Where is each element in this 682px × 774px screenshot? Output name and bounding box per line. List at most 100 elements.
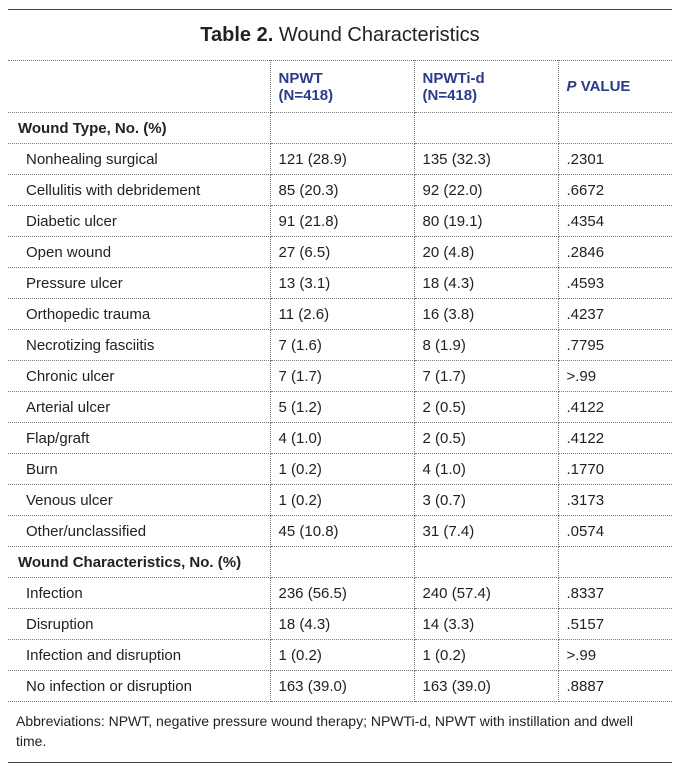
section-row: Wound Characteristics, No. (%): [8, 546, 672, 578]
cell: .5157: [558, 608, 672, 640]
cell: 1 (0.2): [414, 639, 559, 671]
row-label: Arterial ulcer: [8, 391, 271, 423]
data-row: Disruption 18 (4.3) 14 (3.3) .5157: [8, 608, 672, 640]
empty-cell: [270, 112, 415, 144]
table: NPWT (N=418) NPWTi-d (N=418) P VALUE Wound…: [8, 60, 672, 702]
cell: .4237: [558, 298, 672, 330]
header-cell: [8, 60, 271, 113]
title-text: Wound Characteristics: [278, 24, 480, 46]
row-label: Pressure ulcer: [8, 267, 271, 299]
data-row: Diabetic ulcer 91 (21.8) 80 (19.1) .4354: [8, 205, 672, 237]
data-row: Venous ulcer 1 (0.2) 3 (0.7) .3173: [8, 484, 672, 516]
cell: 85 (20.3): [270, 174, 415, 206]
cell: 7 (1.6): [270, 329, 415, 361]
row-label: Cellulitis with debridement: [8, 174, 271, 206]
cell: .8887: [558, 670, 672, 702]
cell: 8 (1.9): [414, 329, 559, 361]
data-row: Open wound 27 (6.5) 20 (4.8) .2846: [8, 236, 672, 268]
cell: 80 (19.1): [414, 205, 559, 237]
row-label: Disruption: [8, 608, 271, 640]
data-row: Cellulitis with debridement 85 (20.3) 92 (…: [8, 174, 672, 206]
data-row: Necrotizing fasciitis 7 (1.6) 8 (1.9) .7795: [8, 329, 672, 361]
empty-cell: [558, 546, 672, 578]
data-row: Orthopedic trauma 11 (2.6) 16 (3.8) .4237: [8, 298, 672, 330]
section-title: Wound Characteristics, No. (%): [8, 546, 271, 578]
cell: 45 (10.8): [270, 515, 415, 547]
cell: 2 (0.5): [414, 391, 559, 423]
cell: 163 (39.0): [414, 670, 559, 702]
cell: .7795: [558, 329, 672, 361]
cell: .2846: [558, 236, 672, 268]
data-row: Chronic ulcer 7 (1.7) 7 (1.7) >.99: [8, 360, 672, 392]
row-label: Diabetic ulcer: [8, 205, 271, 237]
row-label: Nonhealing surgical: [8, 143, 271, 175]
header-cell: NPWTi-d (N=418): [414, 60, 559, 113]
cell: 27 (6.5): [270, 236, 415, 268]
footnote: Abbreviations: NPWT, negative pressure w…: [16, 713, 634, 749]
empty-cell: [558, 112, 672, 144]
row-label: Open wound: [8, 236, 271, 268]
cell: 4 (1.0): [270, 422, 415, 454]
data-row: Flap/graft 4 (1.0) 2 (0.5) .4122: [8, 422, 672, 454]
cell: 91 (21.8): [270, 205, 415, 237]
cell: .3173: [558, 484, 672, 516]
cell: 11 (2.6): [270, 298, 415, 330]
table-body: Wound Type, No. (%) Nonhealing surgical 12…: [8, 112, 672, 702]
cell: .6672: [558, 174, 672, 206]
cell: 4 (1.0): [414, 453, 559, 485]
cell: 20 (4.8): [414, 236, 559, 268]
empty-cell: [270, 546, 415, 578]
row-label: No infection or disruption: [8, 670, 271, 702]
data-row: Nonhealing surgical 121 (28.9) 135 (32.3).…: [8, 143, 672, 175]
row-label: Orthopedic trauma: [8, 298, 271, 330]
data-row: Other/unclassified 45 (10.8) 31 (7.4) .0574: [8, 515, 672, 547]
row-label: Infection and disruption: [8, 639, 271, 671]
header-cell: P VALUE: [558, 60, 672, 113]
data-row: Burn 1 (0.2) 4 (1.0) .1770: [8, 453, 672, 485]
section-title: Wound Type, No. (%): [8, 112, 271, 144]
cell: 240 (57.4): [414, 577, 559, 609]
cell: 18 (4.3): [270, 608, 415, 640]
row-label: Other/unclassified: [8, 515, 271, 547]
empty-cell: [414, 546, 559, 578]
row-label: Chronic ulcer: [8, 360, 271, 392]
cell: 2 (0.5): [414, 422, 559, 454]
cell: 31 (7.4): [414, 515, 559, 547]
cell: 163 (39.0): [270, 670, 415, 702]
data-row: No infection or disruption 163 (39.0) 163 …: [8, 670, 672, 702]
cell: .4354: [558, 205, 672, 237]
header-text: NPWT: [278, 69, 323, 87]
data-row: Infection 236 (56.5) 240 (57.4) .8337: [8, 577, 672, 609]
cell: 7 (1.7): [414, 360, 559, 392]
cell: 135 (32.3): [414, 143, 559, 175]
cell: >.99: [558, 639, 672, 671]
rule: [8, 762, 672, 763]
header-cell: NPWT (N=418): [270, 60, 415, 113]
empty-cell: [414, 112, 559, 144]
data-row: Infection and disruption 1 (0.2) 1 (0.2) >.…: [8, 639, 672, 671]
cell: 18 (4.3): [414, 267, 559, 299]
cell: 1 (0.2): [270, 453, 415, 485]
cell: 121 (28.9): [270, 143, 415, 175]
row-label: Venous ulcer: [8, 484, 271, 516]
cell: .0574: [558, 515, 672, 547]
cell: 16 (3.8): [414, 298, 559, 330]
cell: 92 (22.0): [414, 174, 559, 206]
row-label: Infection: [8, 577, 271, 609]
cell: .4122: [558, 391, 672, 423]
cell: .4593: [558, 267, 672, 299]
cell: .1770: [558, 453, 672, 485]
header-text: (N=418): [278, 86, 334, 104]
header-row: NPWT (N=418) NPWTi-d (N=418) P VALUE: [8, 60, 672, 113]
header-text: VALUE: [580, 78, 631, 95]
cell: 14 (3.3): [414, 608, 559, 640]
row-label: Flap/graft: [8, 422, 271, 454]
cell: >.99: [558, 360, 672, 392]
cell: 7 (1.7): [270, 360, 415, 392]
data-row: Pressure ulcer 13 (3.1) 18 (4.3) .4593: [8, 267, 672, 299]
row-label: Necrotizing fasciitis: [8, 329, 271, 361]
cell: .8337: [558, 577, 672, 609]
cell: 1 (0.2): [270, 484, 415, 516]
rule: [8, 9, 672, 10]
